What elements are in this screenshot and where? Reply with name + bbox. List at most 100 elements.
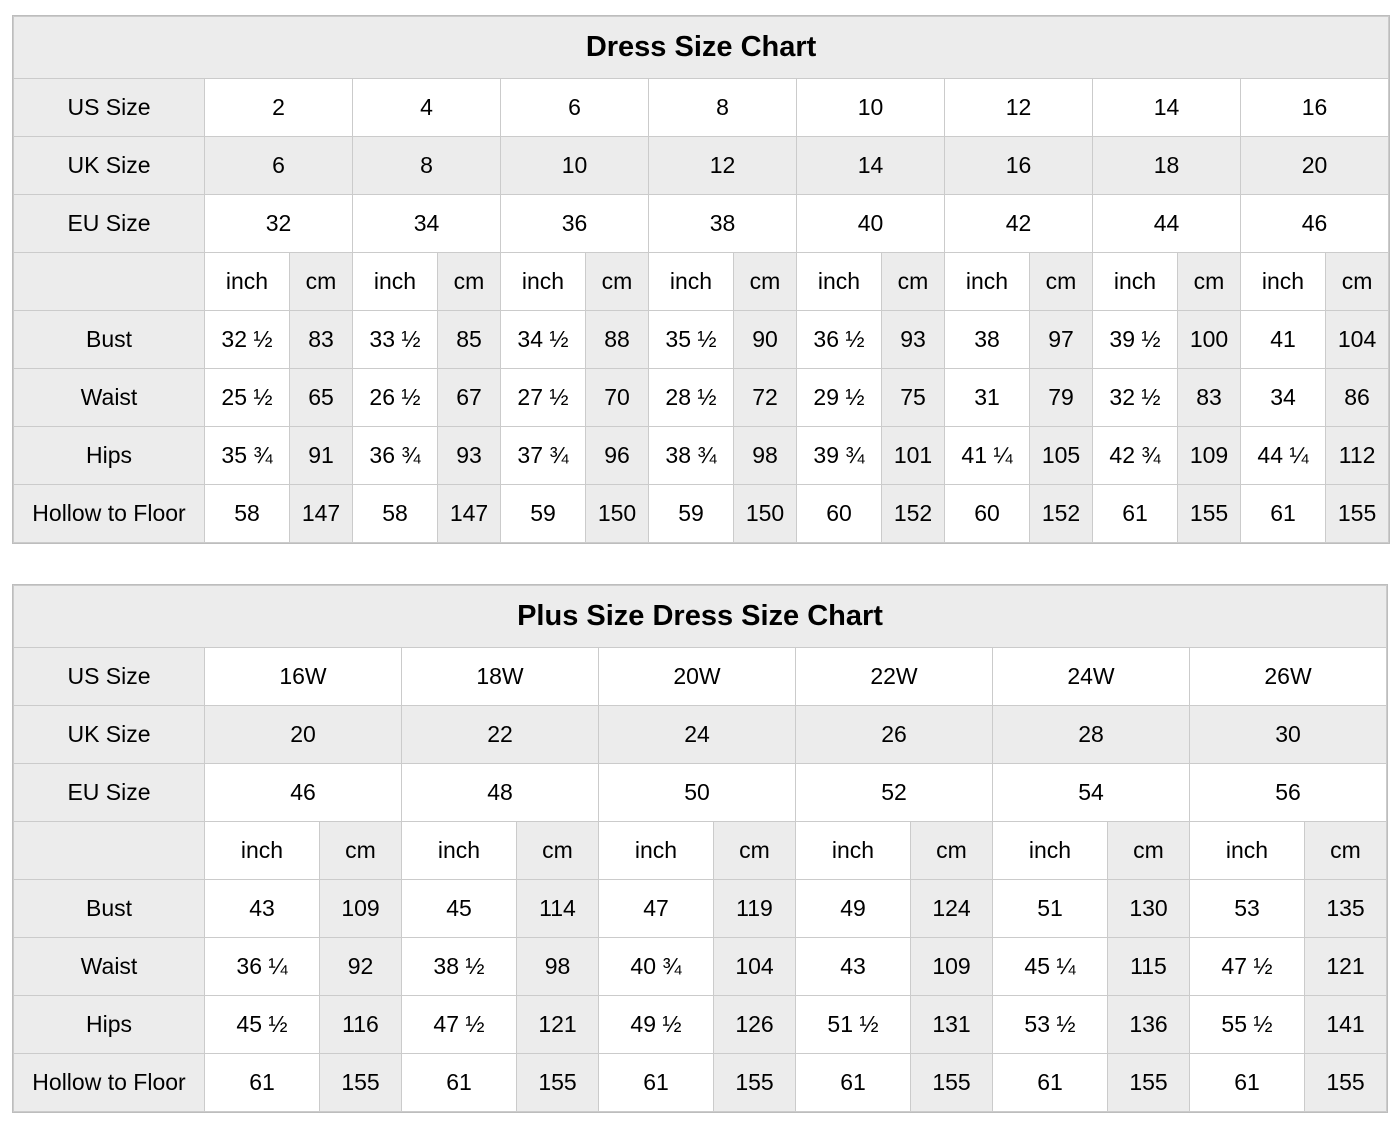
- unit-header-cell-cm: cm: [438, 253, 500, 310]
- cm-value-cell: 70: [586, 369, 648, 426]
- size-value-cell: 18: [1093, 137, 1240, 194]
- row-label-cell: UK Size: [14, 137, 204, 194]
- cm-value-cell: 109: [320, 880, 401, 937]
- inch-value-cell: 25 ½: [205, 369, 289, 426]
- size-value-cell: 8: [649, 79, 796, 136]
- table-row: Waist 36 ¼ 92 38 ½ 98 40 ¾ 104 43 109 45 ¼ 115 47 ½…: [14, 938, 1387, 995]
- inch-value-cell: 45 ¼: [993, 938, 1107, 995]
- unit-header-cell-cm: cm: [911, 822, 992, 879]
- size-value-cell: 44: [1093, 195, 1240, 252]
- cm-value-cell: 83: [290, 311, 352, 368]
- unit-header-cell-cm: cm: [882, 253, 944, 310]
- cm-value-cell: 97: [1030, 311, 1092, 368]
- size-value-cell: 14: [1093, 79, 1240, 136]
- inch-value-cell: 53: [1190, 880, 1304, 937]
- inch-value-cell: 47 ½: [1190, 938, 1304, 995]
- cm-value-cell: 112: [1326, 427, 1389, 484]
- size-value-cell: 34: [353, 195, 500, 252]
- cm-value-cell: 104: [1326, 311, 1389, 368]
- chart-title: Dress Size Chart: [14, 17, 1389, 78]
- inch-value-cell: 32 ½: [205, 311, 289, 368]
- cm-value-cell: 147: [438, 485, 500, 542]
- cm-value-cell: 109: [1178, 427, 1240, 484]
- cm-value-cell: 75: [882, 369, 944, 426]
- cm-value-cell: 130: [1108, 880, 1189, 937]
- cm-value-cell: 88: [586, 311, 648, 368]
- size-value-cell: 10: [797, 79, 944, 136]
- size-value-cell: 54: [993, 764, 1189, 821]
- cm-value-cell: 119: [714, 880, 795, 937]
- unit-header-cell-cm: cm: [517, 822, 598, 879]
- size-value-cell: 12: [649, 137, 796, 194]
- cm-value-cell: 150: [586, 485, 648, 542]
- unit-header-cell-inch: inch: [945, 253, 1029, 310]
- inch-value-cell: 61: [599, 1054, 713, 1111]
- inch-value-cell: 61: [205, 1054, 319, 1111]
- size-value-cell: 38: [649, 195, 796, 252]
- cm-value-cell: 152: [882, 485, 944, 542]
- size-value-cell: 16W: [205, 648, 401, 705]
- size-value-cell: 18W: [402, 648, 598, 705]
- table-title-row: Dress Size Chart: [14, 17, 1389, 78]
- cm-value-cell: 83: [1178, 369, 1240, 426]
- inch-value-cell: 58: [205, 485, 289, 542]
- inch-value-cell: 47: [599, 880, 713, 937]
- cm-value-cell: 91: [290, 427, 352, 484]
- unit-header-cell-cm: cm: [586, 253, 648, 310]
- unit-header-cell-inch: inch: [797, 253, 881, 310]
- inch-value-cell: 28 ½: [649, 369, 733, 426]
- row-label-cell: US Size: [14, 648, 204, 705]
- chart-title: Plus Size Dress Size Chart: [14, 586, 1387, 647]
- inch-value-cell: 38 ½: [402, 938, 516, 995]
- cm-value-cell: 96: [586, 427, 648, 484]
- cm-value-cell: 141: [1305, 996, 1387, 1053]
- inch-value-cell: 47 ½: [402, 996, 516, 1053]
- inch-value-cell: 31: [945, 369, 1029, 426]
- cm-value-cell: 109: [911, 938, 992, 995]
- cm-value-cell: 104: [714, 938, 795, 995]
- cm-value-cell: 155: [1178, 485, 1240, 542]
- inch-value-cell: 38 ¾: [649, 427, 733, 484]
- cm-value-cell: 135: [1305, 880, 1387, 937]
- table-title-row: Plus Size Dress Size Chart: [14, 586, 1387, 647]
- inch-value-cell: 45 ½: [205, 996, 319, 1053]
- table-row: Hips 45 ½ 116 47 ½ 121 49 ½ 126 51 ½ 131 53 ½ 136 5…: [14, 996, 1387, 1053]
- cm-value-cell: 98: [517, 938, 598, 995]
- inch-value-cell: 45: [402, 880, 516, 937]
- dress-size-chart-table: Dress Size Chart US Size 2 4 6 8 10 12 14 16 UK Si…: [12, 15, 1391, 544]
- table-row: Bust 32 ½ 83 33 ½ 85 34 ½ 88 35 ½ 90 36 ½ 93 38 97 39…: [14, 311, 1389, 368]
- inch-value-cell: 58: [353, 485, 437, 542]
- inch-value-cell: 41: [1241, 311, 1325, 368]
- inch-value-cell: 49 ½: [599, 996, 713, 1053]
- cm-value-cell: 124: [911, 880, 992, 937]
- table-row: US Size 16W 18W 20W 22W 24W 26W: [14, 648, 1387, 705]
- inch-value-cell: 51 ½: [796, 996, 910, 1053]
- inch-value-cell: 37 ¾: [501, 427, 585, 484]
- cm-value-cell: 131: [911, 996, 992, 1053]
- inch-value-cell: 29 ½: [797, 369, 881, 426]
- inch-value-cell: 59: [649, 485, 733, 542]
- size-value-cell: 16: [1241, 79, 1389, 136]
- inch-value-cell: 26 ½: [353, 369, 437, 426]
- size-value-cell: 40: [797, 195, 944, 252]
- unit-header-cell-inch: inch: [501, 253, 585, 310]
- inch-value-cell: 61: [1190, 1054, 1304, 1111]
- size-value-cell: 4: [353, 79, 500, 136]
- row-label-cell: Hollow to Floor: [14, 1054, 204, 1111]
- inch-value-cell: 39 ½: [1093, 311, 1177, 368]
- inch-value-cell: 60: [945, 485, 1029, 542]
- size-value-cell: 50: [599, 764, 795, 821]
- cm-value-cell: 126: [714, 996, 795, 1053]
- table-row: UK Size 20 22 24 26 28 30: [14, 706, 1387, 763]
- cm-value-cell: 72: [734, 369, 796, 426]
- table-row: Bust 43 109 45 114 47 119 49 124 51 130 53 135: [14, 880, 1387, 937]
- unit-header-row: inch cm inch cm inch cm inch cm inch cm inch cm inch…: [14, 253, 1389, 310]
- inch-value-cell: 36 ¾: [353, 427, 437, 484]
- unit-header-cell-inch: inch: [1190, 822, 1304, 879]
- unit-header-cell-inch: inch: [599, 822, 713, 879]
- cm-value-cell: 114: [517, 880, 598, 937]
- inch-value-cell: 53 ½: [993, 996, 1107, 1053]
- size-value-cell: 32: [205, 195, 352, 252]
- unit-header-row: inch cm inch cm inch cm inch cm inch cm inch cm: [14, 822, 1387, 879]
